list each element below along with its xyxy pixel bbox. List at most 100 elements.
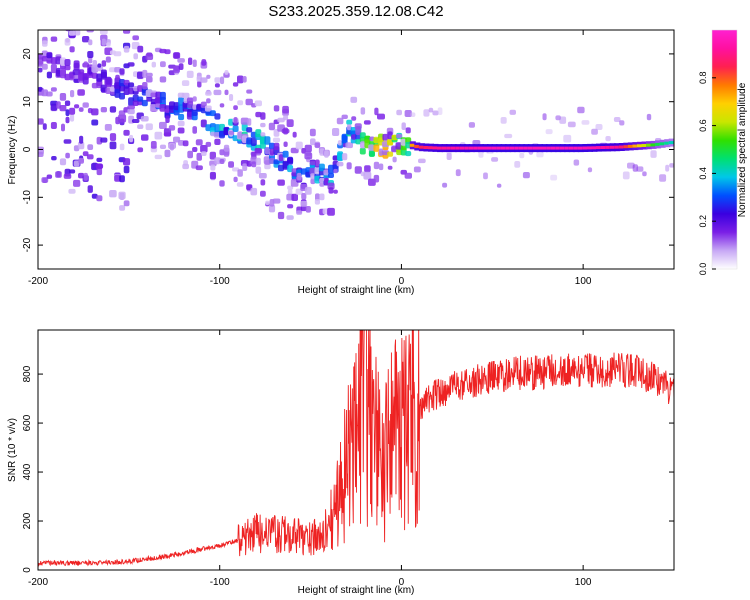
spectrogram-cell — [378, 163, 384, 171]
spectrogram-cell — [200, 77, 208, 83]
spectrogram-ridge-core — [537, 146, 543, 150]
spectrogram-cell — [201, 151, 207, 156]
spectrogram-cell — [346, 119, 353, 125]
spectrogram-cell — [559, 116, 567, 124]
spectrogram-cell — [269, 148, 275, 156]
snr-panel: -200 -100 0 100 0 200 400 600 800 Height of str… — [7, 329, 675, 596]
spectrogram-cell — [387, 151, 394, 157]
spectrogram-cell — [319, 193, 325, 201]
spectrogram-cell — [129, 134, 134, 143]
spectrogram-cell — [42, 123, 47, 130]
spectrogram-cell — [272, 198, 281, 204]
spectrogram-cell — [483, 172, 488, 180]
spectrogram-cell — [359, 147, 366, 155]
spectrogram-cell — [59, 93, 67, 101]
spectrogram-cell — [273, 142, 280, 150]
spectrogram-cell — [347, 124, 352, 131]
spectrogram-cell — [192, 59, 197, 67]
spectrogram-ridge-core — [482, 146, 489, 150]
spectrogram-cell — [109, 133, 117, 141]
spectrogram-cell — [38, 118, 44, 125]
spectrogram-cell — [100, 137, 108, 143]
spectrogram-cell — [283, 141, 288, 147]
spectrogram-cell — [102, 6, 106, 13]
spectrogram-cell — [83, 23, 89, 28]
spectrogram-cell — [300, 200, 308, 207]
spectrogram-cell — [341, 153, 348, 161]
spectrogram-ridge-core — [591, 146, 598, 150]
spectrogram-cell — [77, 141, 85, 150]
spectrogram-cell — [401, 122, 406, 130]
spectrogram-cell — [60, 0, 65, 4]
spectrogram-cell — [273, 105, 280, 112]
spectrogram-cell — [233, 105, 238, 110]
spectrogram-cell — [229, 94, 234, 101]
spectrogram-cell — [131, 119, 140, 123]
spectrogram-cell — [387, 165, 393, 170]
spectrogram-cell — [159, 144, 167, 149]
spectrogram-cell — [124, 0, 128, 2]
spectrogram-cell — [309, 160, 316, 166]
spectrogram-cell — [346, 162, 352, 170]
spectrogram-cell — [38, 67, 43, 73]
spectrogram-ridge-core — [441, 146, 448, 150]
spectrogram-cell — [141, 134, 149, 141]
snr-x-tick-label: 100 — [575, 577, 592, 588]
spectrogram-cell — [127, 108, 135, 115]
spectrogram-cell — [187, 101, 194, 109]
spectrogram-cell — [315, 159, 320, 168]
spectrogram-cell — [319, 177, 325, 184]
spectrogram-cell — [93, 5, 98, 13]
spectrogram-cell — [237, 169, 243, 177]
spectrogram-cell — [95, 163, 104, 169]
spectrogram-cell — [61, 123, 65, 132]
spectrogram-cell — [591, 128, 598, 135]
spectrogram-cell — [46, 174, 53, 179]
spectrogram-cell — [119, 175, 125, 183]
spectrogram-cell — [96, 167, 103, 176]
snr-y-tick-label: 200 — [22, 512, 33, 529]
spectrogram-cell — [605, 136, 611, 142]
spectrogram-cell — [404, 172, 412, 179]
spectrogram-cell — [55, 1, 63, 8]
spectrogram-cell — [428, 107, 434, 113]
snr-x-tick-label: -100 — [210, 577, 230, 588]
spectrogram-cell — [496, 183, 502, 188]
spectrogram-cell — [70, 90, 75, 98]
spectrogram-cell — [224, 89, 229, 96]
spectrogram-cell — [55, 171, 62, 178]
spectrogram-cell — [128, 87, 135, 95]
spectrogram-cell — [341, 114, 348, 119]
spectrogram-cell — [115, 74, 120, 81]
spectrogram-cell — [405, 151, 412, 157]
spectrogram-cell — [350, 96, 358, 103]
spectrogram-cell — [437, 107, 443, 115]
spectrogram-ridge-core — [496, 146, 503, 150]
spectrogram-cell — [374, 107, 379, 116]
spectrogram-cell — [587, 167, 593, 173]
spectrogram-cell — [178, 113, 185, 121]
spectrogram-cell — [68, 188, 76, 194]
spectrogram-cell — [246, 89, 253, 94]
spectrogram-ridge-core — [437, 146, 443, 150]
spectrogram-cell — [123, 79, 130, 86]
spectrogram-cell — [163, 132, 172, 137]
spectrogram-ridge-core — [546, 146, 553, 150]
spectrogram-ridge-core — [618, 145, 625, 149]
spectrogram-cell — [233, 117, 238, 124]
spectrogram-cell — [233, 176, 238, 183]
spectrogram-ridge-core — [487, 146, 493, 150]
spectrogram-ridge-core — [641, 144, 648, 147]
snr-y-ticks: 0 200 400 600 800 — [22, 365, 674, 573]
spectrogram-cell — [123, 200, 130, 207]
colorbar-tick-label: 0.2 — [698, 215, 708, 228]
spectrogram-cell — [114, 19, 121, 24]
spectrogram-cell — [65, 116, 70, 124]
spectrogram-cell — [106, 20, 111, 26]
spectrogram-cell — [86, 30, 94, 33]
spectrogram-cell — [164, 49, 171, 55]
spectrogram-ridge-core — [568, 146, 575, 150]
spectrogram-ridge-core — [555, 146, 562, 150]
spectrogram-ridge-core — [523, 146, 530, 150]
spectrogram-cell — [341, 133, 348, 141]
